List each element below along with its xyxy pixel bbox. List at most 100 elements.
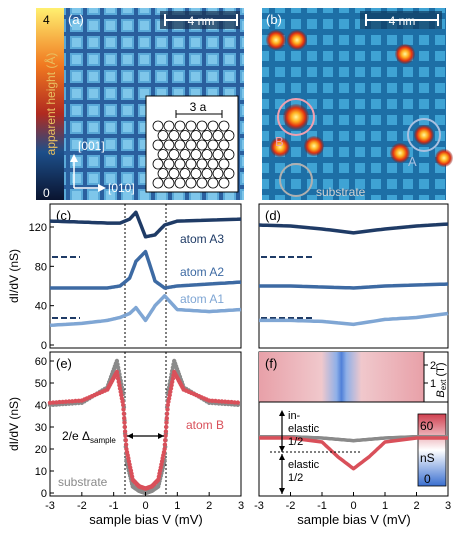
point-e — [121, 411, 127, 416]
lattice-atom — [163, 139, 175, 151]
elastic-label: elastic — [288, 459, 320, 471]
point-e — [232, 400, 237, 405]
lattice-atom — [152, 120, 164, 132]
colorbar-min: 0 — [43, 186, 50, 200]
adatom — [435, 149, 453, 167]
point-e — [162, 442, 168, 447]
lattice-atom — [152, 177, 164, 189]
panel-f: (f) 2 1 Bext (T) 60 nS 0 in- elastic 1/2… — [258, 351, 449, 497]
points-e — [47, 358, 240, 496]
point-e — [123, 438, 128, 443]
curve-label-a2: atom A2 — [180, 265, 224, 279]
atom-b-label: B — [275, 134, 284, 149]
adatom — [390, 143, 410, 163]
adatom — [270, 137, 290, 157]
inelastic-label2: elastic — [288, 423, 320, 435]
scalebar-label-b: 4 nm — [389, 14, 416, 28]
point-e — [163, 429, 169, 434]
panel-b: (b) 4 nm B A substrate — [262, 8, 453, 200]
curve-label-a3: atom A3 — [180, 232, 224, 246]
curves-f — [259, 434, 448, 471]
lattice-atom — [179, 168, 191, 179]
lattice-atom — [223, 168, 235, 179]
lattice-atom — [207, 139, 219, 151]
xtick-label: 2 — [206, 500, 212, 512]
lattice-atom — [196, 120, 208, 132]
ytick-label: 0 — [41, 340, 47, 352]
lattice-atom — [196, 139, 208, 151]
point-e — [168, 389, 173, 394]
lattice-atom — [196, 158, 208, 170]
lattice-atom — [174, 139, 186, 151]
curve-f-1 — [259, 434, 448, 443]
point-e — [73, 398, 78, 404]
xtick-label: -3 — [45, 500, 55, 512]
lattice-atom — [207, 158, 219, 170]
point-e — [118, 389, 123, 394]
lattice-atom — [212, 130, 224, 141]
point-e — [70, 399, 75, 404]
point-e — [164, 411, 170, 416]
ytick-label: 10 — [35, 466, 47, 478]
point-e — [114, 358, 120, 364]
lattice-atom — [207, 177, 219, 189]
adatom — [395, 44, 415, 64]
xtick-label: 3 — [238, 500, 244, 512]
point-e — [166, 399, 171, 404]
inset-label: 3 a — [190, 100, 207, 114]
lattice-atom — [218, 139, 230, 151]
yticks-e: 60 50 40 30 20 10 0 — [35, 356, 54, 500]
lattice-atom — [185, 120, 197, 132]
ytick-label: 80 — [35, 261, 47, 273]
cbar-f-min: 0 — [424, 472, 431, 486]
cbar-f-max: 60 — [420, 419, 434, 433]
colorbar-f — [417, 413, 447, 487]
substrate-curve-label: substrate — [58, 475, 108, 489]
gap-label: 2/e Δsample — [62, 429, 116, 445]
adatom — [304, 136, 324, 156]
ytick-label: 60 — [35, 356, 47, 368]
field-map — [259, 352, 424, 402]
marker-substrate — [279, 163, 313, 197]
colorbar-max: 4 — [43, 13, 50, 27]
lattice-atom — [223, 149, 235, 160]
lattice-atom — [223, 130, 235, 141]
point-e — [117, 386, 123, 391]
lattice-atom — [152, 158, 164, 170]
point-e — [122, 416, 127, 421]
cbar-f-unit: nS — [420, 451, 435, 465]
lattice-atom — [190, 130, 202, 141]
lattice-atom — [185, 139, 197, 151]
lattice-atom — [201, 149, 213, 160]
point-e — [210, 398, 215, 403]
lattice-atom — [168, 130, 180, 141]
point-e — [122, 429, 128, 434]
point-e — [170, 376, 176, 381]
lattice-atom — [179, 130, 191, 141]
inelastic-label: in- — [288, 410, 301, 422]
point-e — [122, 424, 128, 430]
point-e — [116, 379, 122, 385]
xtick-label: 3 — [445, 500, 451, 512]
yticks-c: 120 80 40 0 — [29, 222, 54, 352]
marker-atom-b — [277, 98, 315, 136]
point-e — [162, 446, 167, 452]
colorbar-a — [36, 8, 64, 200]
point-e — [226, 399, 231, 405]
panel-label-b: (b) — [266, 12, 282, 27]
point-e — [123, 442, 129, 447]
ytick-label: 30 — [35, 422, 47, 434]
lattice-atom — [185, 177, 197, 189]
lattice-atom — [163, 120, 175, 132]
lattice-atom — [185, 158, 197, 170]
lattice-atom — [201, 168, 213, 179]
panel-d: (d) — [258, 203, 449, 349]
point-e — [170, 379, 175, 385]
panel-label-f: (f) — [265, 356, 277, 371]
point-e — [164, 424, 169, 430]
point-e — [115, 362, 120, 367]
point-e — [213, 398, 218, 404]
ylabel-e: dI/dV (nS) — [7, 397, 21, 451]
scalebar-label-a: 4 nm — [188, 14, 215, 28]
point-e — [115, 376, 121, 381]
